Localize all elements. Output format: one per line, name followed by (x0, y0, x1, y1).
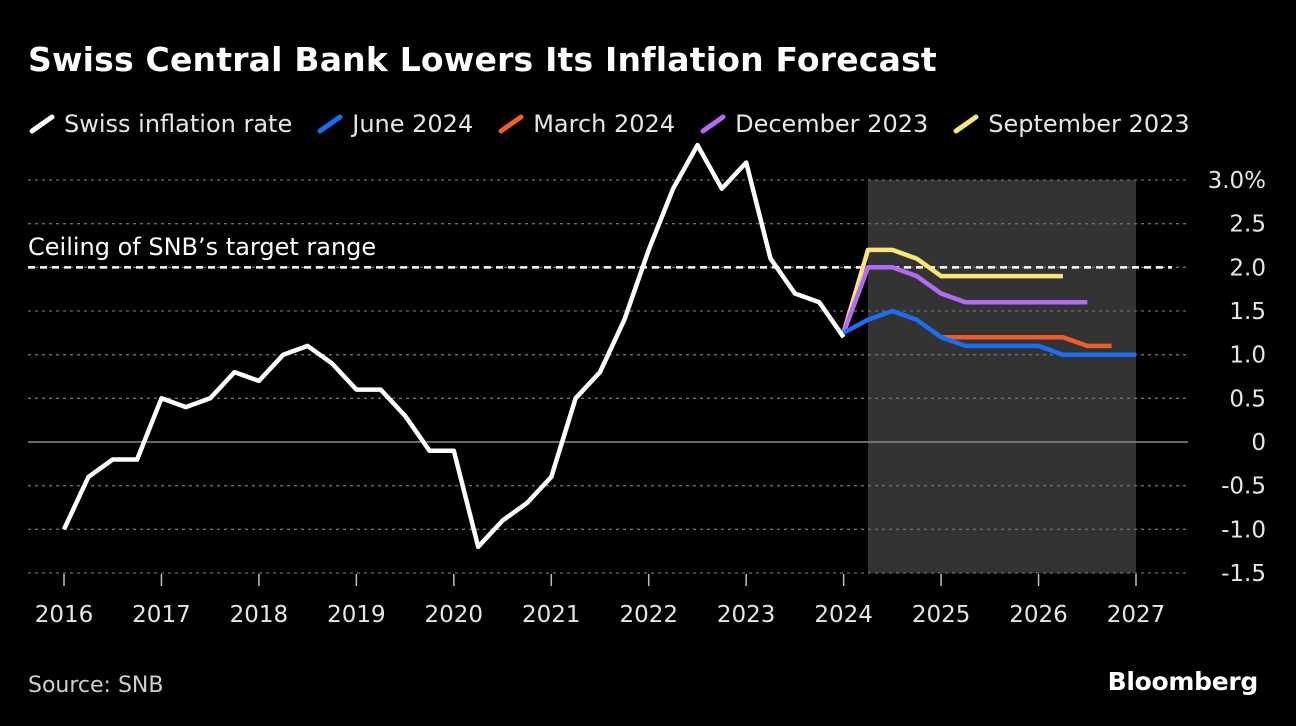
reference-line-group: Ceiling of SNB’s target range (28, 233, 1172, 269)
y-tick-label: -1.0 (1221, 517, 1266, 543)
y-tick-label: 2.5 (1229, 212, 1266, 238)
legend-swatch-swiss-inflation (29, 114, 55, 134)
legend-swatch-september-2023 (953, 114, 979, 134)
x-tick-label: 2023 (717, 602, 776, 628)
legend-item-swiss-inflation: Swiss inflation rate (28, 110, 292, 138)
y-tick-label: 0 (1251, 430, 1266, 456)
x-tick-label: 2024 (814, 602, 873, 628)
legend-item-june-2024: June 2024 (316, 110, 473, 138)
x-tick-label: 2021 (522, 602, 581, 628)
series-line-december-2023 (841, 265, 1088, 334)
series-line-swiss-inflation-rate (61, 142, 846, 550)
x-tick-label: 2026 (1009, 602, 1068, 628)
reference-line-label: Ceiling of SNB’s target range (28, 233, 376, 261)
series-group (61, 142, 1136, 550)
x-tick-label: 2020 (425, 602, 484, 628)
y-tick-label: -1.5 (1221, 561, 1266, 587)
legend-label-june-2024: June 2024 (352, 110, 474, 138)
source-note: Source: SNB (28, 673, 164, 698)
y-tick-label: 3.0% (1208, 168, 1266, 194)
y-axis-group: 3.0% 2.5 2.0 1.5 1.0 0.5 0 -0.5 -1.0 -1.5 (1208, 168, 1266, 587)
legend-item-december-2023: December 2023 (699, 110, 928, 138)
x-tick-label: 2025 (912, 602, 971, 628)
x-tick-label: 2027 (1107, 602, 1166, 628)
x-tick-label: 2018 (230, 602, 289, 628)
x-tick-label: 2022 (619, 602, 678, 628)
legend-label-september-2023: September 2023 (988, 110, 1190, 138)
x-tick-label: 2016 (35, 602, 94, 628)
y-tick-label: 0.5 (1229, 386, 1266, 412)
legend-label-march-2024: March 2024 (533, 110, 676, 138)
series-line-march-2024 (941, 334, 1112, 349)
legend-swatch-december-2023 (700, 114, 726, 134)
legend-label-december-2023: December 2023 (735, 110, 929, 138)
forecast-region-group (868, 180, 1136, 573)
y-tick-label: 1.0 (1229, 343, 1266, 369)
legend-item-september-2023: September 2023 (952, 110, 1190, 138)
series-line-june-2024 (842, 308, 1136, 357)
bloomberg-logo: Bloomberg (1107, 667, 1259, 696)
legend-item-march-2024: March 2024 (497, 110, 675, 138)
y-tick-label: -0.5 (1221, 474, 1266, 500)
chart-title: Swiss Central Bank Lowers Its Inflation … (28, 40, 937, 79)
chart-legend: Swiss inflation rate June 2024 March 202… (28, 106, 1190, 142)
x-tick-label: 2017 (132, 602, 191, 628)
legend-label-swiss-inflation: Swiss inflation rate (64, 110, 293, 138)
forecast-region (868, 180, 1136, 573)
legend-swatch-june-2024 (317, 114, 343, 134)
legend-swatch-march-2024 (498, 114, 524, 134)
series-line-september-2023 (841, 247, 1063, 334)
x-tick-label: 2019 (327, 602, 386, 628)
x-axis-group: 2016 2017 2018 2019 2020 2021 2022 2023 2024 2025… (35, 574, 1166, 628)
y-tick-label: 2.0 (1229, 255, 1266, 281)
y-tick-label: 1.5 (1229, 299, 1266, 325)
